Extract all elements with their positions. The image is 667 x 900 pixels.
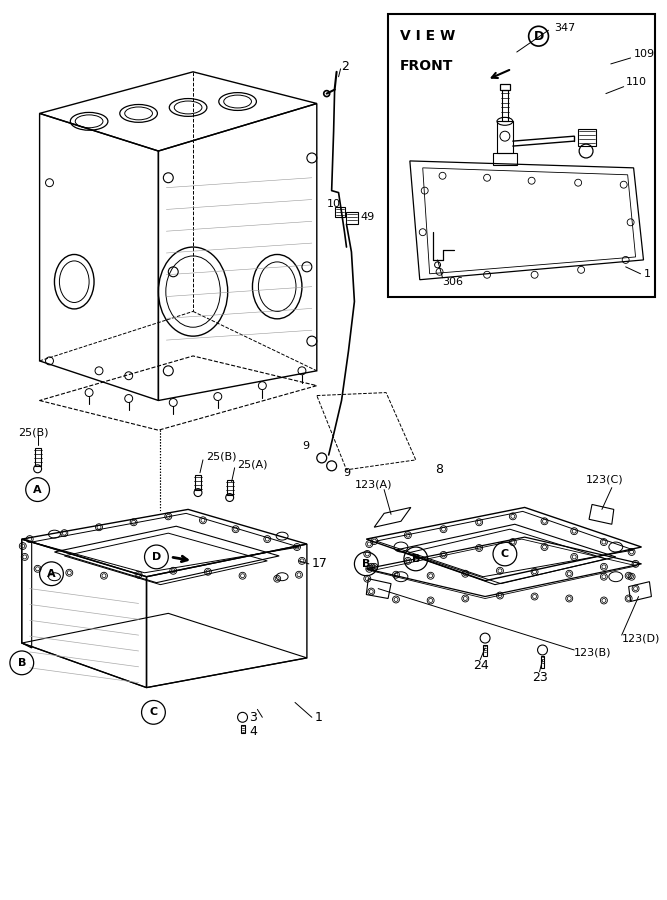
Text: 25(A): 25(A): [237, 460, 268, 470]
Text: 17: 17: [312, 557, 327, 571]
Text: 24: 24: [473, 660, 489, 672]
Text: 25(B): 25(B): [206, 452, 236, 462]
Text: C: C: [149, 707, 157, 717]
Text: 4: 4: [249, 724, 257, 738]
Text: V I E W: V I E W: [400, 29, 455, 43]
Text: 123(D): 123(D): [622, 633, 660, 643]
Text: B: B: [362, 559, 370, 569]
Text: 1: 1: [315, 711, 323, 724]
Text: 123(B): 123(B): [574, 648, 612, 658]
Text: C: C: [501, 549, 509, 559]
Text: 123(A): 123(A): [354, 480, 392, 490]
Text: A: A: [33, 484, 42, 495]
Text: 109: 109: [634, 49, 655, 59]
Text: A: A: [47, 569, 56, 579]
Text: 123(C): 123(C): [586, 474, 624, 485]
Text: 25(B): 25(B): [18, 428, 48, 437]
Text: FRONT: FRONT: [400, 58, 454, 73]
Text: 9: 9: [302, 441, 309, 451]
Text: B: B: [17, 658, 26, 668]
Text: 8: 8: [436, 464, 444, 476]
Text: D: D: [534, 30, 544, 42]
Text: 49: 49: [360, 212, 375, 222]
Text: 9: 9: [344, 468, 351, 478]
Text: 306: 306: [442, 276, 464, 287]
Text: 10: 10: [327, 200, 341, 210]
Text: D: D: [152, 552, 161, 562]
Text: 2: 2: [342, 60, 350, 74]
Text: 1: 1: [644, 269, 650, 279]
Text: 347: 347: [554, 23, 576, 33]
Text: B: B: [412, 554, 420, 564]
Text: 3: 3: [249, 711, 257, 724]
Text: 23: 23: [533, 671, 548, 684]
Text: 110: 110: [626, 76, 647, 86]
